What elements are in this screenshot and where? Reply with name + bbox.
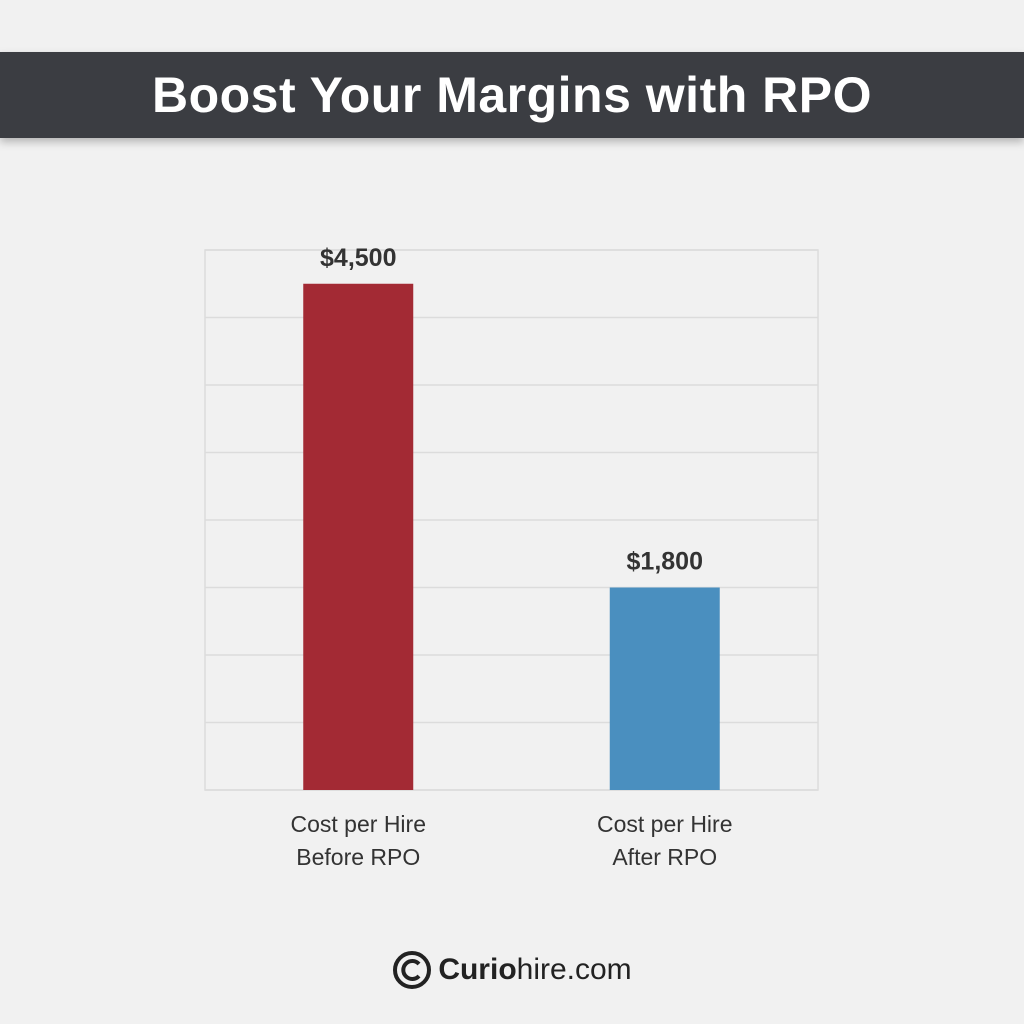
x-tick-label: Cost per Hire Before RPO — [290, 811, 426, 870]
logo-icon — [393, 951, 432, 989]
brand-rest: hire.com — [516, 953, 632, 986]
footer: Curiohire.com — [0, 950, 1024, 990]
bar — [303, 283, 414, 790]
chart-title: Boost Your Margins with RPO — [151, 67, 873, 123]
brand: Curiohire.com — [438, 953, 631, 987]
bar — [609, 587, 720, 790]
brand-bold: Curio — [438, 953, 517, 986]
value-label: $1,800 — [627, 548, 703, 576]
value-label: $4,500 — [320, 244, 396, 272]
title-bar: Boost Your Margins with RPO — [0, 52, 1024, 138]
x-tick-label: Cost per Hire After RPO — [597, 811, 733, 870]
